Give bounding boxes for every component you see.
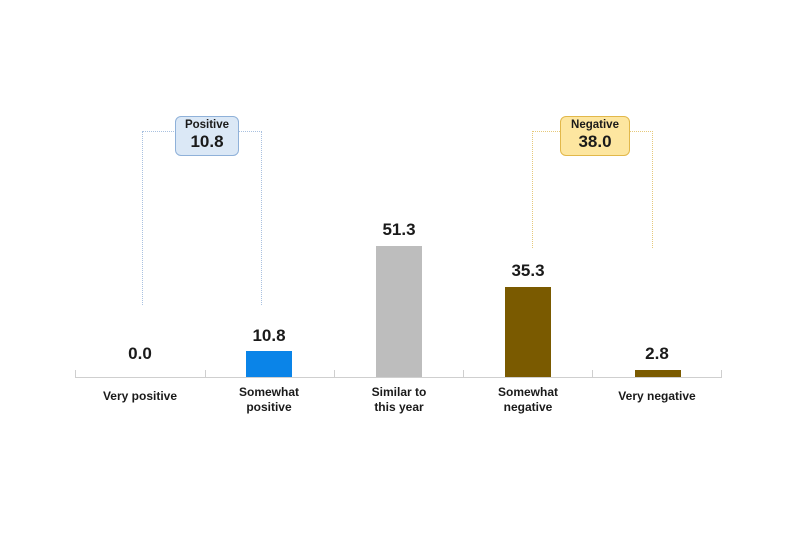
positive-total-badge: Positive 10.8 (175, 116, 239, 156)
bar-somewhat-positive (246, 351, 292, 377)
category-line: Very positive (102, 389, 178, 403)
category-label-similar: Similar to this year (339, 385, 459, 415)
positive-badge-value: 10.8 (190, 132, 224, 151)
value-label-similar: 51.3 (382, 220, 416, 239)
category-line: Similar to (371, 385, 427, 399)
category-line: positive (246, 400, 292, 414)
category-line: negative (503, 400, 553, 414)
x-tick (721, 370, 722, 378)
x-tick (205, 370, 206, 378)
negative-bracket-top-right (626, 131, 653, 132)
category-line: Somewhat (497, 385, 558, 399)
bar-similar-to-this-year (376, 246, 422, 377)
negative-bracket-top-left (532, 131, 562, 132)
positive-bracket-left (142, 131, 143, 305)
category-line: Very negative (618, 389, 696, 403)
negative-bracket-left (532, 131, 533, 248)
category-label-somewhat-positive: Somewhat positive (209, 385, 329, 415)
positive-bracket-top-left (142, 131, 182, 132)
positive-bracket-top-right (235, 131, 262, 132)
category-line: this year (374, 400, 424, 414)
category-label-somewhat-negative: Somewhat negative (468, 385, 588, 415)
positive-badge-label: Positive (184, 119, 230, 131)
x-tick (463, 370, 464, 378)
category-label-very-positive: Very positive (80, 389, 200, 404)
x-tick (75, 370, 76, 378)
category-label-very-negative: Very negative (597, 389, 717, 404)
value-label-very-negative: 2.8 (645, 344, 669, 363)
category-line: Somewhat (238, 385, 299, 399)
positive-bracket-right (261, 131, 262, 305)
negative-badge-label: Negative (571, 119, 619, 131)
x-axis (75, 377, 722, 378)
value-label-somewhat-positive: 10.8 (252, 326, 286, 345)
value-label-somewhat-negative: 35.3 (511, 261, 545, 280)
bar-very-negative (635, 370, 681, 377)
bar-somewhat-negative (505, 287, 551, 377)
negative-bracket-right (652, 131, 653, 248)
negative-badge-value: 38.0 (578, 132, 612, 151)
x-tick (592, 370, 593, 378)
value-label-very-positive: 0.0 (128, 344, 152, 363)
negative-total-badge: Negative 38.0 (560, 116, 630, 156)
x-tick (334, 370, 335, 378)
